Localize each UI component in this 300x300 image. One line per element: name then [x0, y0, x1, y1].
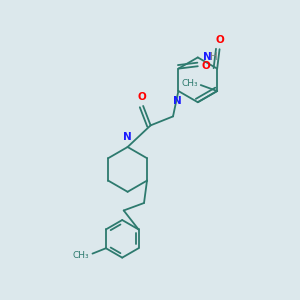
Text: O: O	[215, 35, 224, 45]
Text: H: H	[210, 52, 218, 61]
Text: N: N	[203, 52, 212, 61]
Text: O: O	[201, 61, 210, 71]
Text: CH₃: CH₃	[73, 250, 89, 260]
Text: N: N	[123, 132, 132, 142]
Text: CH₃: CH₃	[181, 79, 198, 88]
Text: N: N	[172, 96, 181, 106]
Text: O: O	[137, 92, 146, 102]
